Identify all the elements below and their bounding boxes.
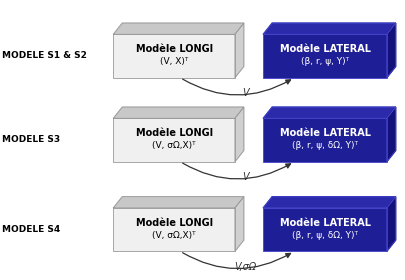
Bar <box>263 34 387 78</box>
Text: Modèle LONGI: Modèle LONGI <box>136 128 213 138</box>
Polygon shape <box>235 23 244 78</box>
Text: Modèle LATERAL: Modèle LATERAL <box>279 44 371 54</box>
Polygon shape <box>113 197 244 208</box>
Text: V: V <box>242 172 249 182</box>
Text: V,σΩ: V,σΩ <box>234 262 256 272</box>
Polygon shape <box>387 197 396 251</box>
Text: (V, σΩ,X)ᵀ: (V, σΩ,X)ᵀ <box>152 231 196 240</box>
Polygon shape <box>263 107 396 118</box>
Text: MODELE S1 & S2: MODELE S1 & S2 <box>2 52 87 60</box>
Polygon shape <box>235 107 244 162</box>
Text: Modèle LONGI: Modèle LONGI <box>136 44 213 54</box>
Text: MODELE S4: MODELE S4 <box>2 225 60 234</box>
Bar <box>113 34 235 78</box>
Polygon shape <box>387 23 396 78</box>
Bar <box>263 118 387 162</box>
Polygon shape <box>387 107 396 162</box>
Text: Modèle LATERAL: Modèle LATERAL <box>279 218 371 228</box>
Text: Modèle LATERAL: Modèle LATERAL <box>279 128 371 138</box>
Polygon shape <box>263 197 396 208</box>
Text: (V, X)ᵀ: (V, X)ᵀ <box>160 57 188 66</box>
Text: Modèle LONGI: Modèle LONGI <box>136 218 213 228</box>
Text: (V, σΩ,X)ᵀ: (V, σΩ,X)ᵀ <box>152 141 196 150</box>
Polygon shape <box>113 23 244 34</box>
Polygon shape <box>263 23 396 34</box>
Bar <box>113 118 235 162</box>
Text: (β, r, ψ, Y)ᵀ: (β, r, ψ, Y)ᵀ <box>301 57 349 66</box>
Bar <box>263 208 387 251</box>
Bar <box>113 208 235 251</box>
Text: MODELE S3: MODELE S3 <box>2 136 60 144</box>
Polygon shape <box>235 197 244 251</box>
Text: (β, r, ψ, δΩ, Y)ᵀ: (β, r, ψ, δΩ, Y)ᵀ <box>292 141 358 150</box>
Polygon shape <box>113 107 244 118</box>
Text: (β, r, ψ, δΩ, Y)ᵀ: (β, r, ψ, δΩ, Y)ᵀ <box>292 231 358 240</box>
Text: V: V <box>242 88 249 98</box>
